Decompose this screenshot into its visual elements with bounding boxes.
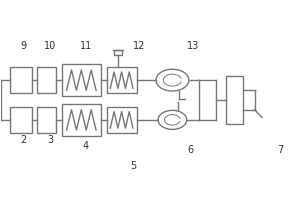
Text: 7: 7 xyxy=(277,145,283,155)
Text: 10: 10 xyxy=(44,41,56,51)
Bar xyxy=(37,67,56,93)
Text: 9: 9 xyxy=(20,41,26,51)
Text: 6: 6 xyxy=(187,145,194,155)
Bar xyxy=(37,107,56,133)
Bar xyxy=(62,104,101,136)
Text: 5: 5 xyxy=(130,161,137,171)
Text: 3: 3 xyxy=(47,135,53,145)
Text: 2: 2 xyxy=(20,135,26,145)
Bar xyxy=(10,67,32,93)
Bar xyxy=(62,64,101,96)
Bar xyxy=(10,107,32,133)
Bar xyxy=(114,50,122,55)
Bar xyxy=(107,67,136,93)
Bar xyxy=(226,76,243,124)
Text: 4: 4 xyxy=(83,141,89,151)
Text: 13: 13 xyxy=(187,41,200,51)
Bar xyxy=(107,107,136,133)
Text: 12: 12 xyxy=(134,41,146,51)
Text: 11: 11 xyxy=(80,41,92,51)
